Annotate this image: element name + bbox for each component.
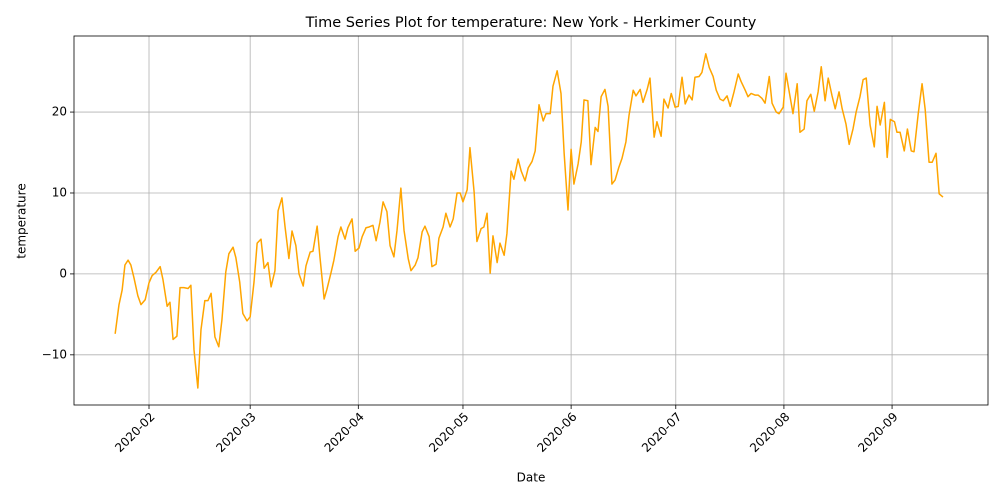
x-axis-label: Date <box>517 471 546 485</box>
x-tick-label: 2020-06 <box>534 410 579 455</box>
x-tick-label: 2020-02 <box>112 410 157 455</box>
x-tick-label: 2020-03 <box>213 410 258 455</box>
y-tick-label: −10 <box>42 347 67 361</box>
x-tick-label: 2020-09 <box>855 410 900 455</box>
x-tick-label: 2020-08 <box>747 410 792 455</box>
y-tick-label: 20 <box>52 105 67 119</box>
x-tick-label: 2020-05 <box>426 410 471 455</box>
chart-title: Time Series Plot for temperature: New Yo… <box>305 15 757 31</box>
plot-frame <box>73 35 989 406</box>
x-tick-label: 2020-07 <box>639 410 684 455</box>
data-line <box>114 53 944 389</box>
y-axis-label: temperature <box>15 183 29 258</box>
x-tick-label: 2020-04 <box>322 410 367 455</box>
y-tick-label: 0 <box>59 266 67 280</box>
y-tick-label: 10 <box>52 185 67 199</box>
